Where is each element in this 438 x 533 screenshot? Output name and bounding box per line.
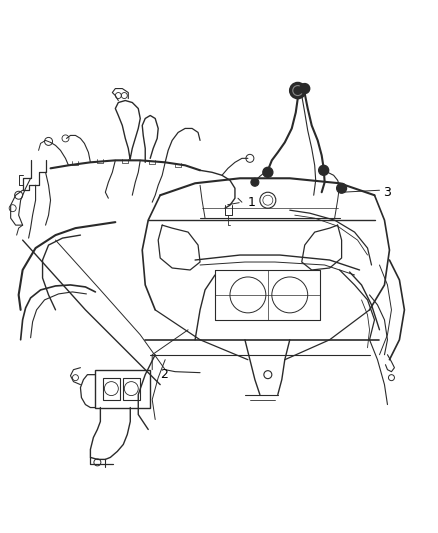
Circle shape (290, 83, 306, 99)
Bar (95, 370, 150, 408)
Text: 2: 2 (160, 368, 168, 381)
Circle shape (300, 84, 310, 94)
Text: 3: 3 (384, 185, 391, 199)
Circle shape (263, 167, 273, 177)
Circle shape (319, 165, 328, 175)
Circle shape (337, 183, 346, 193)
Bar (103, 378, 120, 400)
Text: 1: 1 (248, 196, 256, 209)
Bar (124, 378, 140, 400)
Circle shape (251, 178, 259, 186)
